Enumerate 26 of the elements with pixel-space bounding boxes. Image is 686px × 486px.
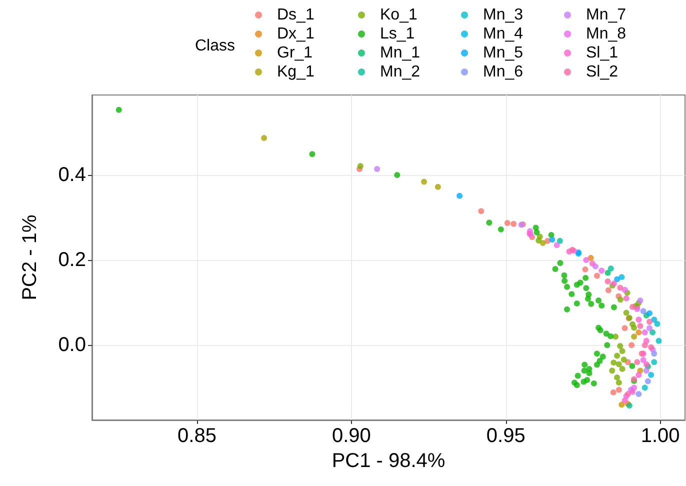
legend-label: Mn_8 (586, 26, 626, 42)
legend-label: Mn_4 (483, 26, 524, 42)
legend-label: Gr_1 (277, 44, 313, 62)
legend-label: Kg_1 (277, 64, 314, 80)
x-tick-label: 0.90 (332, 425, 371, 447)
legend-label: Dx_1 (277, 26, 314, 42)
y-tick-label: 0.4 (58, 164, 86, 186)
legend-label: Mn_5 (483, 44, 524, 62)
x-tick-label: 1.00 (640, 425, 680, 447)
y-tick-label: 0.0 (58, 334, 86, 356)
legend-label: Ls_1 (380, 26, 415, 42)
x-tick-label: 0.95 (486, 425, 526, 447)
legend-label: Mn_6 (483, 64, 524, 80)
legend-label: Mn_1 (380, 44, 420, 62)
legend-label: Mn_3 (483, 6, 524, 24)
y-tick-label: 0.2 (58, 249, 86, 272)
x-tick-label: 0.85 (178, 425, 216, 447)
legend-label: Ko_1 (380, 6, 418, 24)
legend-label: Sl_1 (586, 44, 618, 62)
y-axis-title: PC2 - 1% (19, 214, 41, 300)
legend-label: Ds_1 (277, 6, 314, 24)
legend-title: Class (195, 38, 236, 54)
legend-label: Sl_2 (586, 64, 618, 80)
x-axis-title: PC1 - 98.4% (332, 450, 446, 472)
legend-label: Mn_2 (380, 64, 420, 80)
legend-label: Mn_7 (586, 6, 626, 24)
